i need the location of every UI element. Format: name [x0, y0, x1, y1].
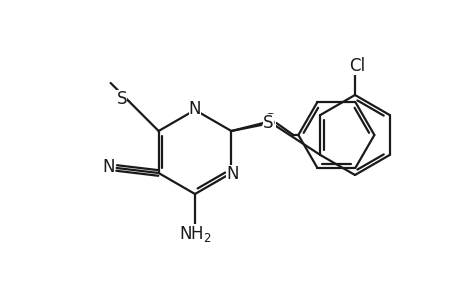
Text: NH$_2$: NH$_2$ — [178, 224, 211, 244]
Text: Cl: Cl — [348, 57, 364, 75]
Text: S: S — [116, 90, 127, 108]
Text: S: S — [263, 114, 273, 132]
Text: N: N — [102, 158, 115, 176]
Text: S: S — [264, 112, 275, 130]
Text: N: N — [226, 165, 238, 183]
Text: N: N — [188, 100, 201, 118]
